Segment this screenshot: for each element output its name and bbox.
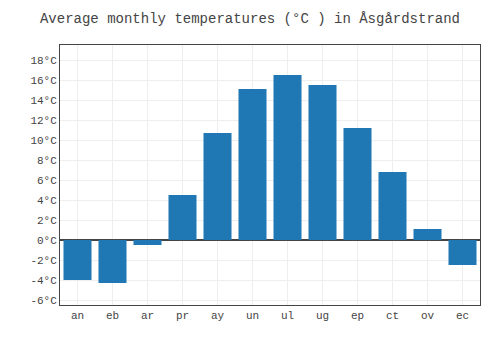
- svg-text:ep: ep: [351, 310, 364, 322]
- svg-text:-2°C: -2°C: [30, 255, 57, 267]
- svg-text:pr: pr: [176, 310, 189, 322]
- svg-text:ct: ct: [386, 310, 399, 322]
- svg-text:Average monthly temperatures (: Average monthly temperatures (°C ) in Ås…: [40, 11, 460, 27]
- svg-text:un: un: [246, 310, 259, 322]
- svg-text:ul: ul: [281, 310, 294, 322]
- svg-text:18°C: 18°C: [30, 55, 57, 67]
- svg-text:12°C: 12°C: [30, 115, 57, 127]
- svg-text:16°C: 16°C: [30, 75, 57, 87]
- svg-text:ay: ay: [211, 310, 225, 322]
- svg-text:0°C: 0°C: [37, 235, 57, 247]
- svg-text:4°C: 4°C: [37, 195, 57, 207]
- svg-text:-4°C: -4°C: [30, 275, 57, 287]
- svg-text:8°C: 8°C: [37, 155, 57, 167]
- svg-text:ec: ec: [456, 310, 469, 322]
- svg-text:14°C: 14°C: [30, 95, 57, 107]
- svg-text:2°C: 2°C: [37, 215, 57, 227]
- svg-text:ov: ov: [421, 310, 435, 322]
- svg-text:an: an: [71, 310, 84, 322]
- svg-text:eb: eb: [106, 310, 119, 322]
- svg-text:6°C: 6°C: [37, 175, 57, 187]
- svg-text:-6°C: -6°C: [30, 295, 57, 307]
- svg-text:ug: ug: [316, 310, 329, 322]
- svg-text:10°C: 10°C: [30, 135, 57, 147]
- svg-text:ar: ar: [141, 310, 154, 322]
